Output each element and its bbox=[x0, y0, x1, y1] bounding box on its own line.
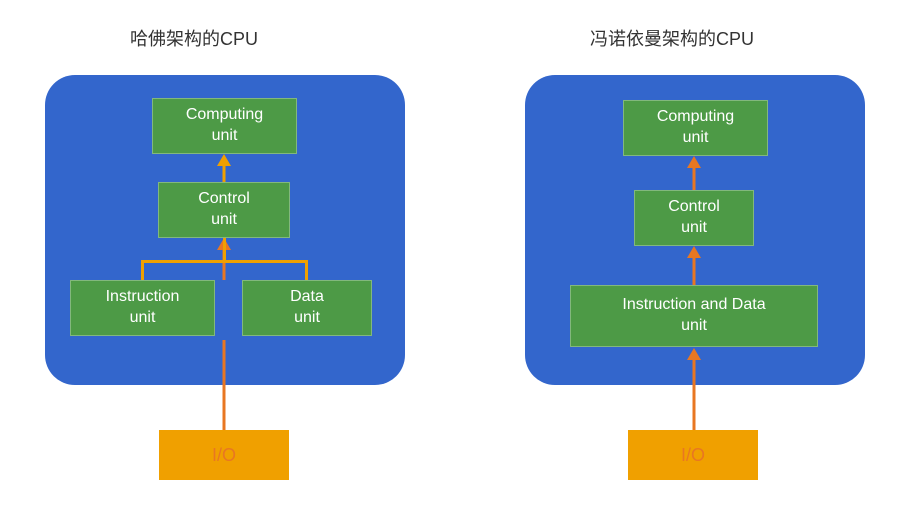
harvard-computing-unit: Computing unit bbox=[152, 98, 297, 154]
harvard-data-unit: Data unit bbox=[242, 280, 372, 336]
vonneumann-instdata-unit: Instruction and Data unit bbox=[570, 285, 818, 347]
harvard-arrow-control-to-computing bbox=[217, 156, 231, 182]
vonneumann-title: 冯诺依曼架构的CPU bbox=[590, 25, 754, 51]
harvard-instruction-unit: Instruction unit bbox=[70, 280, 215, 336]
vonneumann-control-unit: Control unit bbox=[634, 190, 754, 246]
vn-arrow-instdata-to-control bbox=[687, 248, 701, 285]
harvard-control-unit: Control unit bbox=[158, 182, 290, 238]
vn-arrow-control-to-computing bbox=[687, 158, 701, 190]
vonneumann-io-box: I/O bbox=[628, 430, 758, 480]
harvard-title: 哈佛架构的CPU bbox=[130, 25, 258, 51]
label: I/O bbox=[212, 445, 236, 466]
label: Instruction unit bbox=[106, 287, 180, 329]
label: Computing unit bbox=[657, 107, 734, 149]
vonneumann-computing-unit: Computing unit bbox=[623, 100, 768, 156]
label: Control unit bbox=[668, 197, 720, 239]
harvard-arrow-io-up bbox=[217, 340, 231, 430]
vn-arrow-io-up bbox=[687, 350, 701, 430]
label: Computing unit bbox=[186, 105, 263, 147]
label: Control unit bbox=[198, 189, 250, 231]
harvard-io-box: I/O bbox=[159, 430, 289, 480]
label: Data unit bbox=[290, 287, 324, 329]
label: I/O bbox=[681, 445, 705, 466]
label: Instruction and Data unit bbox=[622, 295, 765, 337]
